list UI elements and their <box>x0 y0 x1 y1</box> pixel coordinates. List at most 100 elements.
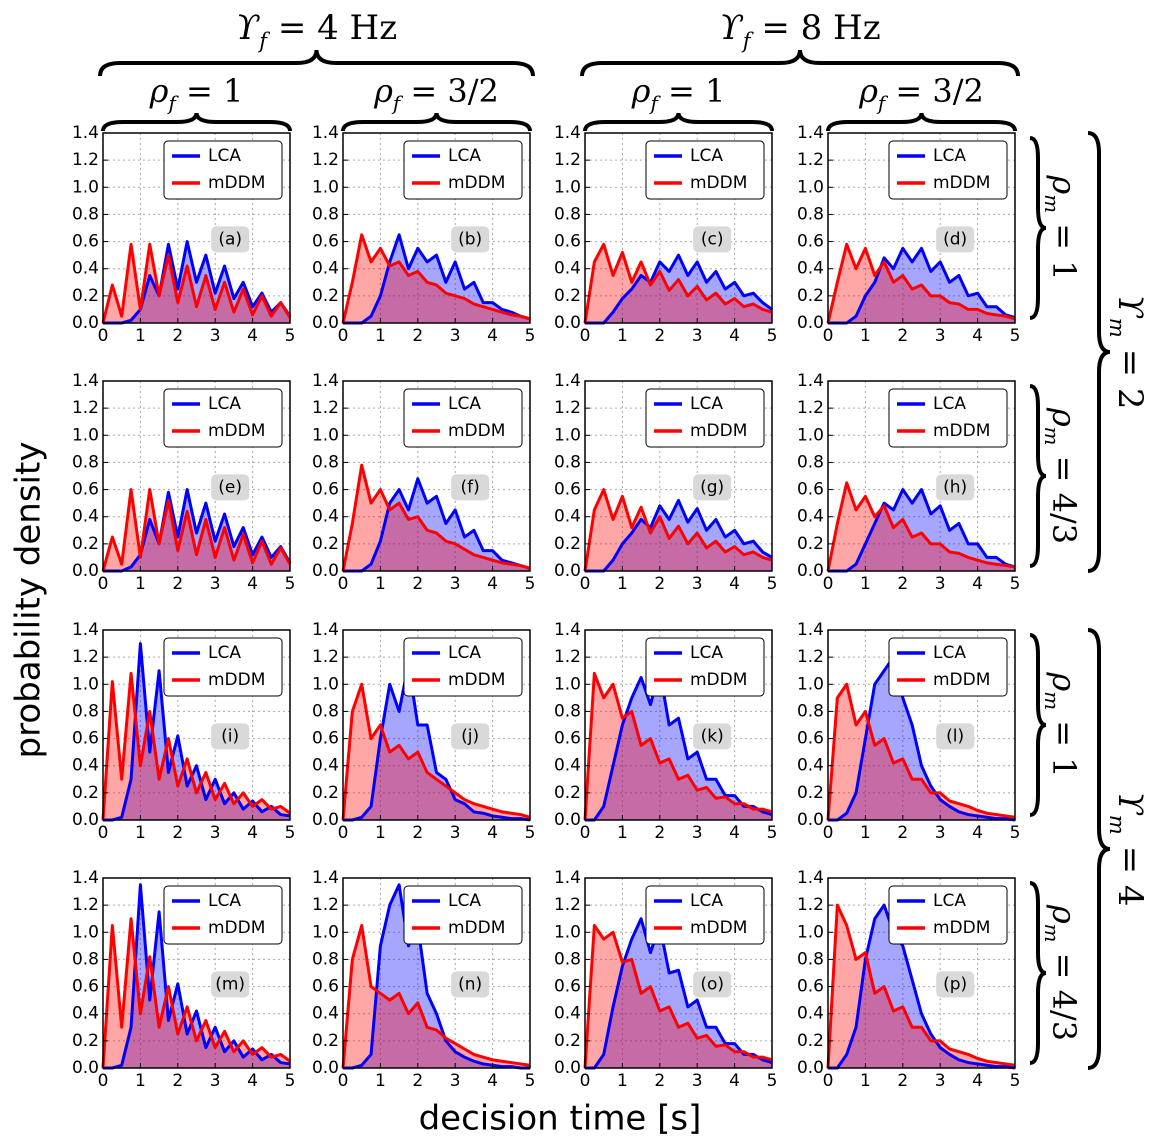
legend-label: mDDM <box>448 421 505 441</box>
area <box>585 673 772 820</box>
y-tick-label: 0.6 <box>554 232 581 252</box>
plot-frame <box>102 132 291 324</box>
line <box>583 671 773 821</box>
y-tick-label: 1.0 <box>312 674 339 694</box>
math-label: ϒm = 2 <box>1105 294 1149 409</box>
x-tick-label: 0 <box>823 823 834 843</box>
x-tick-label: 4 <box>729 823 740 843</box>
panel-label-box <box>936 971 975 998</box>
area <box>103 918 290 1068</box>
x-tick-label: 1 <box>135 1071 146 1091</box>
y-tick-label: 0.6 <box>312 480 339 500</box>
y-tick-label: 1.4 <box>72 868 99 888</box>
y-tick-label: 1.0 <box>72 425 99 445</box>
subscript: m <box>1040 194 1063 213</box>
y-tick-label: 0.0 <box>72 561 99 581</box>
brace <box>1029 384 1047 568</box>
x-tick-label: 1 <box>860 326 871 346</box>
y-tick-label: 0.4 <box>312 259 339 279</box>
subscript: m <box>1105 318 1130 338</box>
x-tick-label: 3 <box>935 574 946 594</box>
y-tick-label: 1.4 <box>554 123 581 143</box>
x-tick-label: 3 <box>450 574 461 594</box>
x-tick-label: 1 <box>375 823 386 843</box>
y-tick-label: 0.2 <box>554 783 581 803</box>
y-tick-label: 0.4 <box>554 259 581 279</box>
brace <box>1087 628 1111 1070</box>
y-tick-label: 1.0 <box>797 177 824 197</box>
y-tick-label: 0.2 <box>312 286 339 306</box>
symbol: ρ <box>1046 174 1084 194</box>
y-tick-label: 1.2 <box>797 895 824 915</box>
y-axis-label: probability density <box>9 442 49 759</box>
rest: = 3/2 <box>885 72 984 110</box>
area <box>103 489 290 571</box>
x-tick-label: 1 <box>860 823 871 843</box>
panel: 0.0 0.2 0.4 0.6 0.8 1.0 1.2 1.4 0 1 2 3 4 5 LCA mDDM (j) <box>312 620 535 843</box>
x-tick-label: 2 <box>412 574 423 594</box>
y-tick-label: 0.2 <box>312 534 339 554</box>
y-tick-label: 1.2 <box>554 647 581 667</box>
x-tick-label: 0 <box>580 823 591 843</box>
legend-label: LCA <box>448 643 481 663</box>
panel-label-box <box>211 474 250 501</box>
panel: 0.0 0.2 0.4 0.6 0.8 1.0 1.2 1.4 0 1 2 3 4 5 LCA mDDM (a) <box>72 123 295 346</box>
y-tick-label: 0.2 <box>554 534 581 554</box>
line <box>826 903 1016 1069</box>
rest: = 4 <box>1110 835 1149 907</box>
y-tick-label: 1.0 <box>72 177 99 197</box>
x-tick-label: 0 <box>580 1071 591 1091</box>
x-tick-label: 3 <box>450 326 461 346</box>
line <box>828 903 1016 1070</box>
math-label: ρf = 1 <box>149 72 244 116</box>
symbol: ρ <box>373 72 393 110</box>
legend-label: LCA <box>448 891 481 911</box>
line <box>343 233 531 325</box>
panel-label: (m) <box>215 974 245 994</box>
y-tick-label: 1.2 <box>72 150 99 170</box>
panel: 0.0 0.2 0.4 0.6 0.8 1.0 1.2 1.4 0 1 2 3 4 5 LCA mDDM (b) <box>312 123 535 346</box>
x-tick-label: 1 <box>617 823 628 843</box>
x-tick-label: 4 <box>487 326 498 346</box>
panel-label-box <box>693 226 732 253</box>
legend-label: LCA <box>208 394 241 414</box>
rest: = 1 <box>1046 213 1084 281</box>
panel-label-box <box>211 723 250 750</box>
symbol: ρ <box>149 72 169 110</box>
x-tick-label: 4 <box>247 326 258 346</box>
panel-label: (a) <box>218 229 242 249</box>
legend-label: mDDM <box>690 421 747 441</box>
y-tick-label: 1.4 <box>72 371 99 391</box>
legend-label: mDDM <box>208 173 265 193</box>
x-tick-label: 2 <box>654 574 665 594</box>
legend-label: LCA <box>933 891 966 911</box>
y-tick-label: 0.8 <box>797 701 824 721</box>
line <box>343 477 531 573</box>
x-tick-label: 3 <box>210 1071 221 1091</box>
panel: 0.0 0.2 0.4 0.6 0.8 1.0 1.2 1.4 0 1 2 3 4 5 LCA mDDM (m) <box>72 868 295 1091</box>
y-tick-label: 0.2 <box>72 534 99 554</box>
y-tick-label: 0.8 <box>72 949 99 969</box>
y-tick-label: 1.2 <box>554 150 581 170</box>
x-tick-label: 1 <box>135 574 146 594</box>
legend-label: LCA <box>208 146 241 166</box>
panel: 0.0 0.2 0.4 0.6 0.8 1.0 1.2 1.4 0 1 2 3 4 5 LCA mDDM (g) <box>554 371 777 594</box>
x-tick-label: 0 <box>580 574 591 594</box>
y-tick-label: 0.8 <box>554 949 581 969</box>
subscript: m <box>1105 815 1130 835</box>
x-tick-label: 1 <box>860 574 871 594</box>
y-tick-label: 0.6 <box>312 729 339 749</box>
brace <box>583 112 774 132</box>
x-tick-label: 2 <box>412 823 423 843</box>
line <box>103 883 291 1070</box>
panel-label-box <box>451 226 490 253</box>
subscript: m <box>1040 427 1063 446</box>
line <box>583 488 773 572</box>
y-tick-label: 1.0 <box>72 674 99 694</box>
y-tick-label: 1.2 <box>797 398 824 418</box>
x-tick-label: 5 <box>525 823 536 843</box>
y-tick-label: 1.2 <box>554 895 581 915</box>
plot-frame <box>827 629 1016 821</box>
y-tick-label: 0.4 <box>797 756 824 776</box>
x-tick-label: 5 <box>767 326 778 346</box>
